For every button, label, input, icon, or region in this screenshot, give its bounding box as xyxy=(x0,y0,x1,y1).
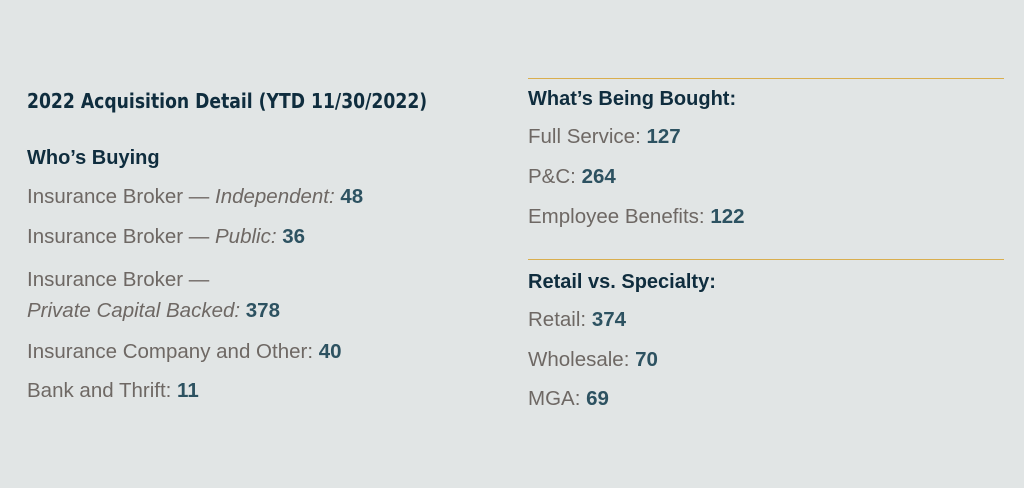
stat-row-pc: P&C: 264 xyxy=(528,165,1004,189)
stat-value: 127 xyxy=(646,125,681,148)
whos-buying-section: Who’s Buying Insurance Broker — Independ… xyxy=(27,146,497,403)
stat-label: Bank and Thrift: xyxy=(27,379,172,402)
stat-value: 264 xyxy=(581,165,616,188)
stat-value: 40 xyxy=(318,340,342,363)
section-divider xyxy=(528,78,1004,79)
stat-label: Retail: xyxy=(528,308,587,331)
stat-label: Full Service: xyxy=(528,125,641,148)
stat-label: P&C: xyxy=(528,165,576,188)
stat-label-italic: Independent: xyxy=(215,185,335,208)
stat-label-italic: Private Capital Backed: xyxy=(27,299,241,322)
stat-row-public: Insurance Broker — Public: 36 xyxy=(27,225,497,249)
stat-label: Insurance Company and Other: xyxy=(27,340,314,363)
stat-value: 122 xyxy=(710,205,745,228)
stat-row-retail: Retail: 374 xyxy=(528,308,1004,332)
stat-value: 69 xyxy=(586,387,609,410)
stat-row-full-service: Full Service: 127 xyxy=(528,125,1004,149)
stat-label: Insurance Broker — xyxy=(27,185,215,208)
stat-value: 11 xyxy=(177,379,199,402)
stat-row-insurance-company: Insurance Company and Other: 40 xyxy=(27,340,497,364)
stat-row-private-capital: Insurance Broker — Private Capital Backed… xyxy=(27,264,497,326)
stat-value: 378 xyxy=(245,299,280,322)
stat-label: Employee Benefits: xyxy=(528,205,705,228)
section-heading-whos-buying: Who’s Buying xyxy=(27,147,160,169)
stat-label-italic: Public: xyxy=(215,225,277,248)
stat-row-wholesale: Wholesale: 70 xyxy=(528,348,1004,372)
whats-being-bought-section: What’s Being Bought: Full Service: 127 P… xyxy=(528,87,1004,229)
page-title: 2022 Acquisition Detail (YTD 11/30/2022) xyxy=(27,89,428,113)
acquisition-detail-left: 2022 Acquisition Detail (YTD 11/30/2022)… xyxy=(27,86,497,403)
stat-value: 70 xyxy=(635,348,658,371)
stat-value: 48 xyxy=(340,185,364,208)
section-heading-retail-vs-specialty: Retail vs. Specialty: xyxy=(528,271,716,293)
stat-label: Insurance Broker — xyxy=(27,225,215,248)
stat-label: Insurance Broker — xyxy=(27,268,210,291)
stat-value: 374 xyxy=(591,308,627,331)
section-heading-whats-being-bought: What’s Being Bought: xyxy=(528,88,737,110)
section-divider xyxy=(528,259,1004,260)
stat-value: 36 xyxy=(282,225,306,248)
retail-vs-specialty-section: Retail vs. Specialty: Retail: 374 Wholes… xyxy=(528,270,1004,411)
acquisition-detail-right: What’s Being Bought: Full Service: 127 P… xyxy=(528,78,1004,411)
stat-label: Wholesale: xyxy=(528,348,630,371)
stat-row-mga: MGA: 69 xyxy=(528,387,1004,411)
stat-row-independent: Insurance Broker — Independent: 48 xyxy=(27,185,497,209)
stat-row-bank-thrift: Bank and Thrift: 11 xyxy=(27,379,497,403)
stat-row-employee-benefits: Employee Benefits: 122 xyxy=(528,205,1004,229)
stat-label: MGA: xyxy=(528,387,581,410)
